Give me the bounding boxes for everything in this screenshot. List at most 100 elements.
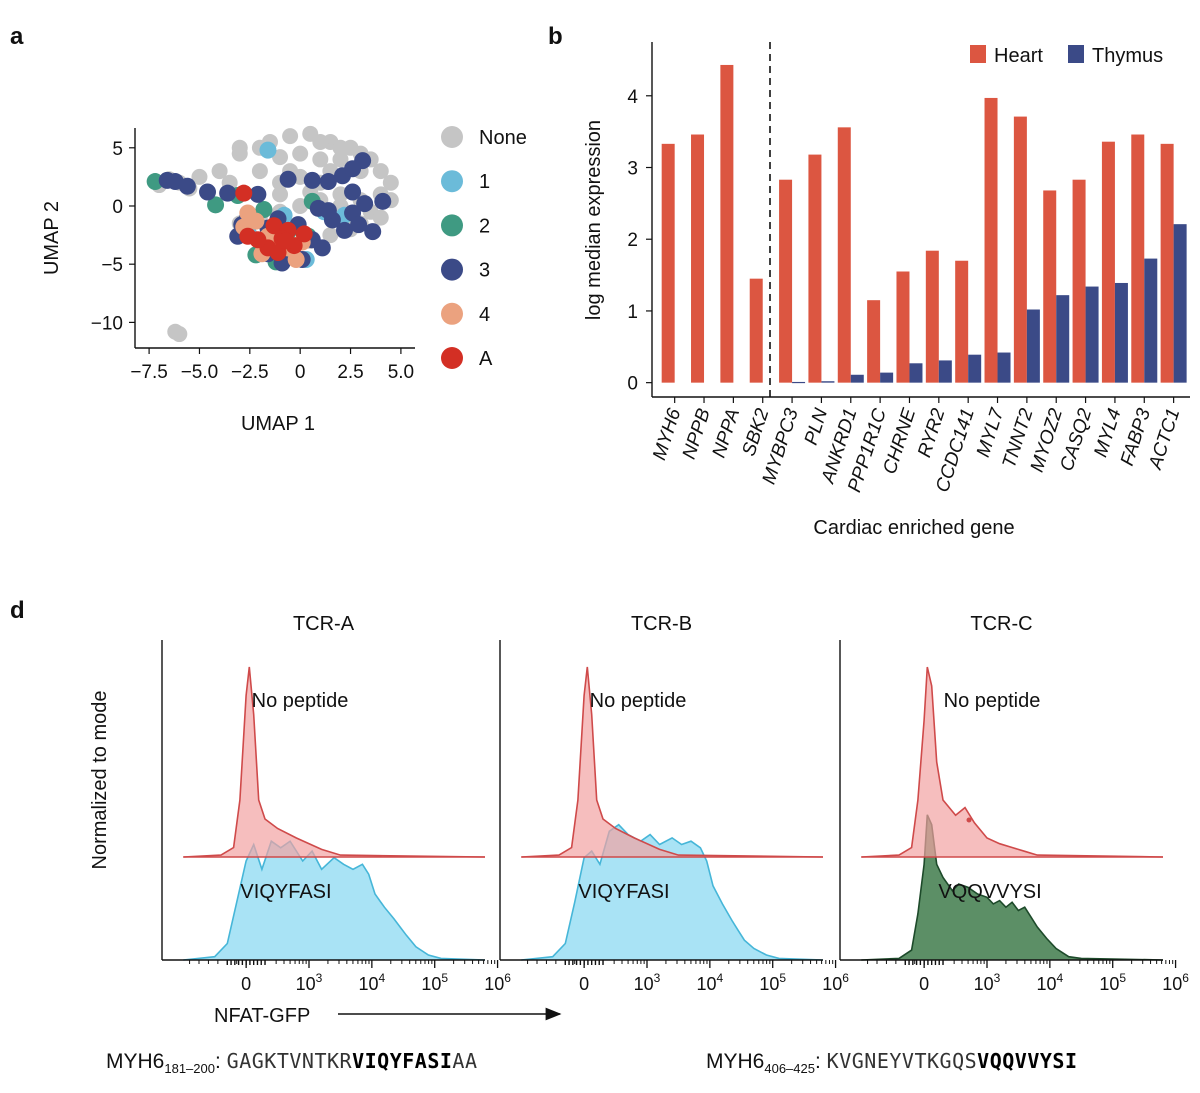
umap-point xyxy=(332,139,349,156)
x-tick-label: 106 xyxy=(822,971,849,994)
bar-x-title: Cardiac enriched gene xyxy=(813,517,1014,539)
umap-point xyxy=(332,151,349,168)
x-tick-label: 104 xyxy=(358,971,385,994)
no-peptide-histogram-line xyxy=(861,666,1164,858)
bar-category-label: PLN xyxy=(801,406,832,448)
legend-label-3: 3 xyxy=(479,260,490,282)
umap-y-tick-label: −10 xyxy=(91,313,123,334)
umap-point xyxy=(350,216,368,234)
bar-y-tick-label: 0 xyxy=(627,374,638,395)
bar-heart xyxy=(896,271,910,383)
x-tick-label: 0 xyxy=(241,974,251,994)
sequence-right-prefix: KVGNEYVTKGQS xyxy=(826,1049,978,1073)
umap-x-tick-label: 0 xyxy=(295,362,306,383)
bar-group-ryr2: RYR2 xyxy=(914,250,952,460)
x-tick-label: 0 xyxy=(579,974,589,994)
umap-point xyxy=(199,183,217,201)
bar-heart xyxy=(1072,179,1086,383)
no-peptide-histogram-fill xyxy=(861,667,1163,857)
umap-legend: None 1 2 3 4 A xyxy=(441,126,527,370)
facet-title: TCR-C xyxy=(970,613,1032,635)
sequence-left-epitope: VIQYFASI xyxy=(352,1049,453,1073)
bar-group-myl4: MYL4 xyxy=(1090,141,1128,460)
bar-heart xyxy=(984,97,998,383)
legend-label-thymus: Thymus xyxy=(1092,45,1163,67)
umap-point xyxy=(251,163,268,180)
sequence-left-suffix: AA xyxy=(452,1049,478,1073)
legend-swatch-heart xyxy=(970,45,986,63)
no-peptide-histogram-fill xyxy=(183,667,486,857)
umap-point xyxy=(319,202,337,220)
umap-series-a xyxy=(235,184,313,262)
legend-label-1: 1 xyxy=(479,171,490,193)
legend-swatch-none xyxy=(441,126,463,148)
sequence-right-epitope: VQQVVYSI xyxy=(977,1049,1078,1073)
umap-x-title: UMAP 1 xyxy=(241,413,315,435)
bar-heart xyxy=(955,260,969,383)
peptide-histogram-fill xyxy=(521,824,823,960)
bar-thymus xyxy=(850,374,864,383)
facet-title: TCR-A xyxy=(293,613,355,635)
bar-thymus xyxy=(1144,258,1158,383)
bar-group-myl7: MYL7 xyxy=(973,97,1011,460)
umap-x-tick-label: 5.0 xyxy=(388,362,414,383)
facet-title: TCR-B xyxy=(631,613,692,635)
x-tick-label: 104 xyxy=(696,971,723,994)
bar-thymus xyxy=(792,381,806,384)
sequence-left: MYH6181–200: GAGKTVNTKRVIQYFASIAA xyxy=(106,1049,478,1076)
histogram-x-title: NFAT-GFP xyxy=(214,1005,310,1027)
bar-heart xyxy=(661,143,675,383)
umap-point xyxy=(277,232,295,250)
umap-point xyxy=(231,139,248,156)
histogram-y-title: Normalized to mode xyxy=(89,691,111,870)
umap-point xyxy=(372,163,389,180)
no-peptide-histogram-line xyxy=(183,666,486,858)
peptide-histogram-fill xyxy=(183,841,486,960)
umap-point xyxy=(356,195,374,213)
umap-y-title: UMAP 2 xyxy=(41,201,63,275)
umap-y-tick-label: 0 xyxy=(112,197,123,218)
x-tick-label: 105 xyxy=(759,971,786,994)
umap-point xyxy=(282,128,299,145)
umap-point xyxy=(374,192,392,210)
umap-point xyxy=(292,145,309,162)
umap-point xyxy=(249,185,267,203)
no-peptide-label: No peptide xyxy=(590,690,687,712)
bar-thymus xyxy=(880,372,894,383)
bar-thymus xyxy=(968,354,982,383)
bar-group-mybpc3: MYBPC3 xyxy=(759,179,806,487)
x-tick-label: 0 xyxy=(919,974,929,994)
x-tick-label: 105 xyxy=(421,971,448,994)
umap-point xyxy=(322,227,339,244)
x-tick-label: 103 xyxy=(296,971,323,994)
no-peptide-label: No peptide xyxy=(944,690,1041,712)
umap-panel: −7.5 −5.0 −2.5 0 2.5 5.0 5 0 −5 −10 UMAP 1 UMAP 2… xyxy=(41,125,527,435)
umap-point xyxy=(265,217,283,235)
umap-y-tick-label: −5 xyxy=(101,255,123,276)
no-peptide-label: No peptide xyxy=(252,690,349,712)
bar-group-pln: PLN xyxy=(801,154,835,448)
peptide-label: VIQYFASI xyxy=(240,881,331,903)
no-peptide-histogram-line xyxy=(521,666,824,858)
bar-legend: Heart Thymus xyxy=(970,45,1163,67)
umap-point xyxy=(279,170,297,188)
legend-swatch-2 xyxy=(441,214,463,237)
umap-point xyxy=(319,173,337,191)
expression-bar-panel: MYH6NPPBNPPASBK2MYBPC3PLNANKRD1PPP1R1CCH… xyxy=(583,42,1190,539)
umap-point xyxy=(178,177,196,195)
outlier-dot xyxy=(966,817,972,823)
x-tick-label: 103 xyxy=(974,971,1001,994)
bar-heart xyxy=(867,300,881,383)
legend-swatch-4 xyxy=(441,302,463,325)
umap-point xyxy=(364,223,382,241)
umap-point xyxy=(191,168,208,185)
umap-point xyxy=(312,133,329,150)
sequence-right-range: 406–425 xyxy=(764,1061,815,1077)
histogram-tcr-c: TCR-C No peptide VQQVVYSI 0 103 104 105 106 xyxy=(839,613,1189,994)
legend-swatch-a xyxy=(441,347,463,369)
x-tick-label: 104 xyxy=(1036,971,1063,994)
legend-swatch-1 xyxy=(441,170,463,193)
x-tick-label: 103 xyxy=(634,971,661,994)
bar-thymus xyxy=(938,360,952,383)
sequence-right: MYH6406–425: KVGNEYVTKGQSVQQVVYSI xyxy=(706,1049,1078,1076)
